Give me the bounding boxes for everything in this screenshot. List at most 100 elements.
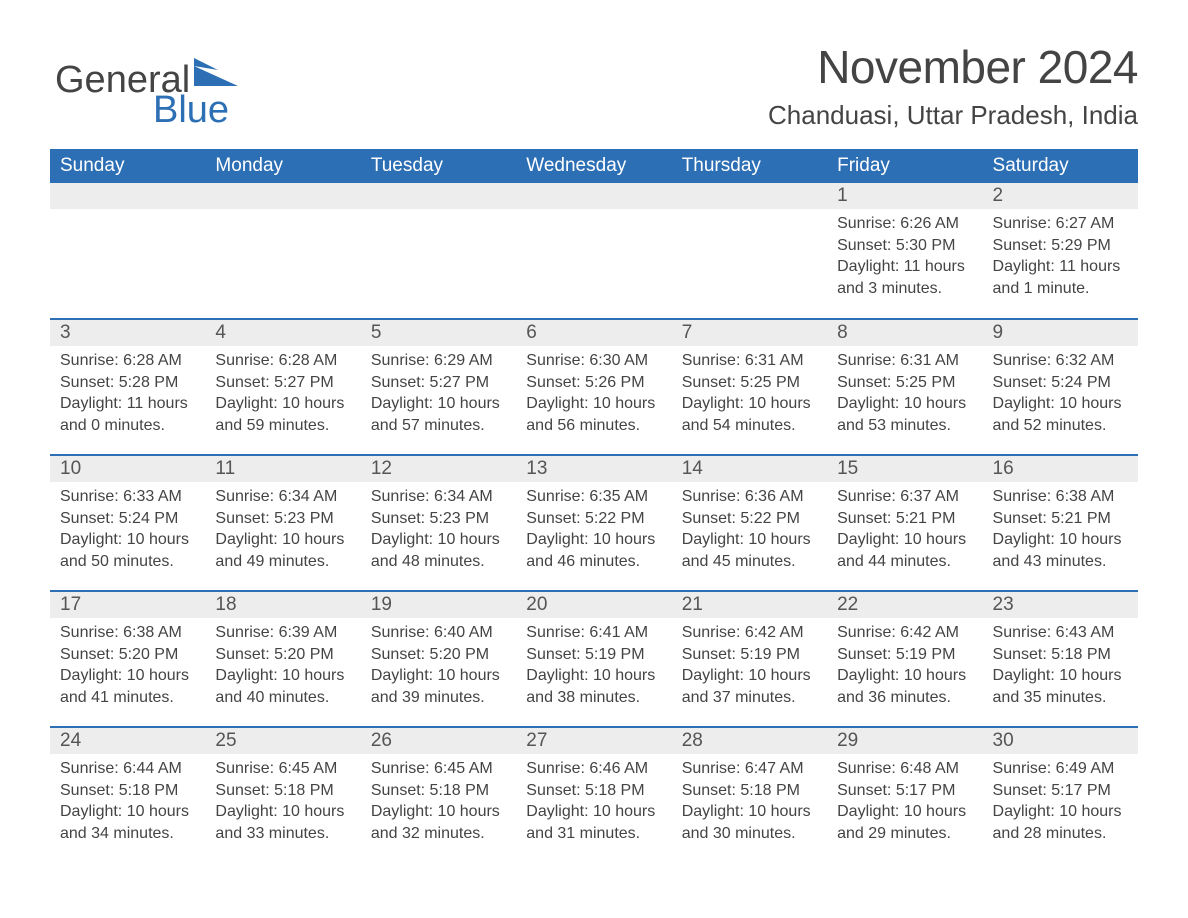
flag-icon	[194, 55, 238, 93]
daylight-text: Daylight: 10 hours and 59 minutes.	[215, 393, 350, 436]
day-data: Sunrise: 6:30 AMSunset: 5:26 PMDaylight:…	[516, 346, 671, 446]
day-data	[361, 209, 516, 223]
day-data	[50, 209, 205, 223]
sunrise-text: Sunrise: 6:41 AM	[526, 622, 661, 644]
sunrise-text: Sunrise: 6:47 AM	[682, 758, 817, 780]
sunset-text: Sunset: 5:21 PM	[837, 508, 972, 530]
calendar-day-cell: 21Sunrise: 6:42 AMSunset: 5:19 PMDayligh…	[672, 591, 827, 727]
day-data: Sunrise: 6:41 AMSunset: 5:19 PMDaylight:…	[516, 618, 671, 718]
sunrise-text: Sunrise: 6:49 AM	[993, 758, 1128, 780]
sunset-text: Sunset: 5:18 PM	[993, 644, 1128, 666]
day-number: 10	[50, 456, 205, 482]
sunrise-text: Sunrise: 6:27 AM	[993, 213, 1128, 235]
sunset-text: Sunset: 5:25 PM	[682, 372, 817, 394]
calendar-day-cell: 16Sunrise: 6:38 AMSunset: 5:21 PMDayligh…	[983, 455, 1138, 591]
day-number: 22	[827, 592, 982, 618]
sunrise-text: Sunrise: 6:36 AM	[682, 486, 817, 508]
calendar-day-cell: 11Sunrise: 6:34 AMSunset: 5:23 PMDayligh…	[205, 455, 360, 591]
daylight-text: Daylight: 10 hours and 29 minutes.	[837, 801, 972, 844]
day-data: Sunrise: 6:31 AMSunset: 5:25 PMDaylight:…	[827, 346, 982, 446]
day-number: 2	[983, 183, 1138, 209]
day-number: 18	[205, 592, 360, 618]
daylight-text: Daylight: 10 hours and 35 minutes.	[993, 665, 1128, 708]
daylight-text: Daylight: 10 hours and 32 minutes.	[371, 801, 506, 844]
sunset-text: Sunset: 5:25 PM	[837, 372, 972, 394]
daylight-text: Daylight: 10 hours and 40 minutes.	[215, 665, 350, 708]
weekday-header: Wednesday	[516, 149, 671, 183]
day-data: Sunrise: 6:46 AMSunset: 5:18 PMDaylight:…	[516, 754, 671, 854]
sunrise-text: Sunrise: 6:43 AM	[993, 622, 1128, 644]
day-data	[205, 209, 360, 223]
sunset-text: Sunset: 5:17 PM	[837, 780, 972, 802]
day-number	[516, 183, 671, 209]
day-data: Sunrise: 6:48 AMSunset: 5:17 PMDaylight:…	[827, 754, 982, 854]
daylight-text: Daylight: 10 hours and 45 minutes.	[682, 529, 817, 572]
daylight-text: Daylight: 10 hours and 36 minutes.	[837, 665, 972, 708]
daylight-text: Daylight: 10 hours and 54 minutes.	[682, 393, 817, 436]
calendar-day-cell: 26Sunrise: 6:45 AMSunset: 5:18 PMDayligh…	[361, 727, 516, 863]
day-number: 20	[516, 592, 671, 618]
day-number: 13	[516, 456, 671, 482]
calendar-day-cell	[50, 183, 205, 319]
day-data: Sunrise: 6:34 AMSunset: 5:23 PMDaylight:…	[361, 482, 516, 582]
calendar-day-cell: 3Sunrise: 6:28 AMSunset: 5:28 PMDaylight…	[50, 319, 205, 455]
sunrise-text: Sunrise: 6:46 AM	[526, 758, 661, 780]
calendar-day-cell: 19Sunrise: 6:40 AMSunset: 5:20 PMDayligh…	[361, 591, 516, 727]
daylight-text: Daylight: 10 hours and 57 minutes.	[371, 393, 506, 436]
daylight-text: Daylight: 10 hours and 39 minutes.	[371, 665, 506, 708]
sunrise-text: Sunrise: 6:34 AM	[371, 486, 506, 508]
calendar-day-cell: 25Sunrise: 6:45 AMSunset: 5:18 PMDayligh…	[205, 727, 360, 863]
sunset-text: Sunset: 5:20 PM	[215, 644, 350, 666]
day-data: Sunrise: 6:38 AMSunset: 5:20 PMDaylight:…	[50, 618, 205, 718]
daylight-text: Daylight: 10 hours and 41 minutes.	[60, 665, 195, 708]
calendar-table: Sunday Monday Tuesday Wednesday Thursday…	[50, 149, 1138, 863]
day-data: Sunrise: 6:47 AMSunset: 5:18 PMDaylight:…	[672, 754, 827, 854]
day-number: 12	[361, 456, 516, 482]
sunrise-text: Sunrise: 6:38 AM	[993, 486, 1128, 508]
day-number: 17	[50, 592, 205, 618]
sunrise-text: Sunrise: 6:29 AM	[371, 350, 506, 372]
day-number: 23	[983, 592, 1138, 618]
sunrise-text: Sunrise: 6:33 AM	[60, 486, 195, 508]
daylight-text: Daylight: 10 hours and 49 minutes.	[215, 529, 350, 572]
sunset-text: Sunset: 5:18 PM	[60, 780, 195, 802]
daylight-text: Daylight: 10 hours and 46 minutes.	[526, 529, 661, 572]
day-number: 25	[205, 728, 360, 754]
sunset-text: Sunset: 5:27 PM	[215, 372, 350, 394]
sunset-text: Sunset: 5:30 PM	[837, 235, 972, 257]
day-number: 30	[983, 728, 1138, 754]
day-data: Sunrise: 6:32 AMSunset: 5:24 PMDaylight:…	[983, 346, 1138, 446]
sunset-text: Sunset: 5:18 PM	[215, 780, 350, 802]
day-data: Sunrise: 6:31 AMSunset: 5:25 PMDaylight:…	[672, 346, 827, 446]
day-number: 28	[672, 728, 827, 754]
day-number: 14	[672, 456, 827, 482]
calendar-day-cell: 14Sunrise: 6:36 AMSunset: 5:22 PMDayligh…	[672, 455, 827, 591]
sunrise-text: Sunrise: 6:34 AM	[215, 486, 350, 508]
daylight-text: Daylight: 10 hours and 43 minutes.	[993, 529, 1128, 572]
day-number	[361, 183, 516, 209]
sunset-text: Sunset: 5:24 PM	[60, 508, 195, 530]
calendar-day-cell	[672, 183, 827, 319]
day-number: 16	[983, 456, 1138, 482]
weekday-header: Tuesday	[361, 149, 516, 183]
logo-text-blue: Blue	[55, 95, 229, 125]
day-data: Sunrise: 6:42 AMSunset: 5:19 PMDaylight:…	[672, 618, 827, 718]
sunrise-text: Sunrise: 6:44 AM	[60, 758, 195, 780]
day-data: Sunrise: 6:40 AMSunset: 5:20 PMDaylight:…	[361, 618, 516, 718]
daylight-text: Daylight: 10 hours and 50 minutes.	[60, 529, 195, 572]
weekday-header: Monday	[205, 149, 360, 183]
sunrise-text: Sunrise: 6:42 AM	[837, 622, 972, 644]
daylight-text: Daylight: 10 hours and 48 minutes.	[371, 529, 506, 572]
calendar-week-row: 3Sunrise: 6:28 AMSunset: 5:28 PMDaylight…	[50, 319, 1138, 455]
day-data: Sunrise: 6:27 AMSunset: 5:29 PMDaylight:…	[983, 209, 1138, 309]
day-number: 11	[205, 456, 360, 482]
day-data: Sunrise: 6:35 AMSunset: 5:22 PMDaylight:…	[516, 482, 671, 582]
daylight-text: Daylight: 10 hours and 53 minutes.	[837, 393, 972, 436]
day-data: Sunrise: 6:42 AMSunset: 5:19 PMDaylight:…	[827, 618, 982, 718]
day-number: 7	[672, 320, 827, 346]
sunset-text: Sunset: 5:19 PM	[837, 644, 972, 666]
day-number	[205, 183, 360, 209]
sunset-text: Sunset: 5:20 PM	[60, 644, 195, 666]
day-data: Sunrise: 6:44 AMSunset: 5:18 PMDaylight:…	[50, 754, 205, 854]
day-number: 29	[827, 728, 982, 754]
